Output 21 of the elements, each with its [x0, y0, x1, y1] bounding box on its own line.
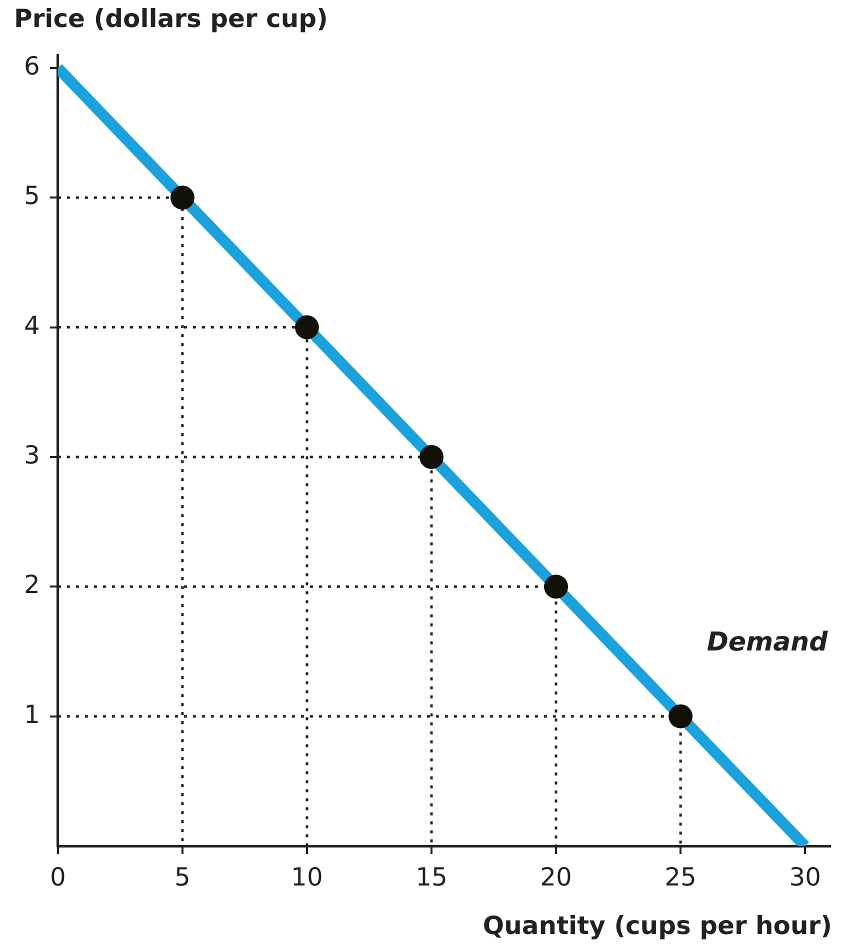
- y-tick-label: 5: [24, 181, 40, 210]
- x-tick-label: 5: [174, 862, 190, 892]
- point: [544, 574, 568, 599]
- y-tick-label: 6: [24, 51, 40, 80]
- x-tick-label: 25: [664, 862, 696, 892]
- point: [294, 315, 319, 340]
- point: [170, 186, 194, 210]
- text: Demand: [706, 627, 828, 658]
- y-tick-label: 2: [24, 570, 40, 600]
- y-axis-title: Price (dollars per cup): [14, 4, 328, 33]
- y-tick-label: 4: [24, 310, 40, 340]
- point: [420, 444, 444, 469]
- x-tick-label: 15: [416, 862, 448, 892]
- y-tick-label: 3: [24, 440, 40, 470]
- x-tick-label: 10: [291, 862, 323, 892]
- x-tick-label: 20: [540, 862, 572, 892]
- x-tick-label: 30: [789, 862, 821, 892]
- point: [668, 704, 693, 728]
- x-tick-label: 0: [50, 862, 66, 892]
- x-axis-title: Quantity (cups per hour): [482, 911, 832, 940]
- y-tick-label: 1: [24, 700, 40, 729]
